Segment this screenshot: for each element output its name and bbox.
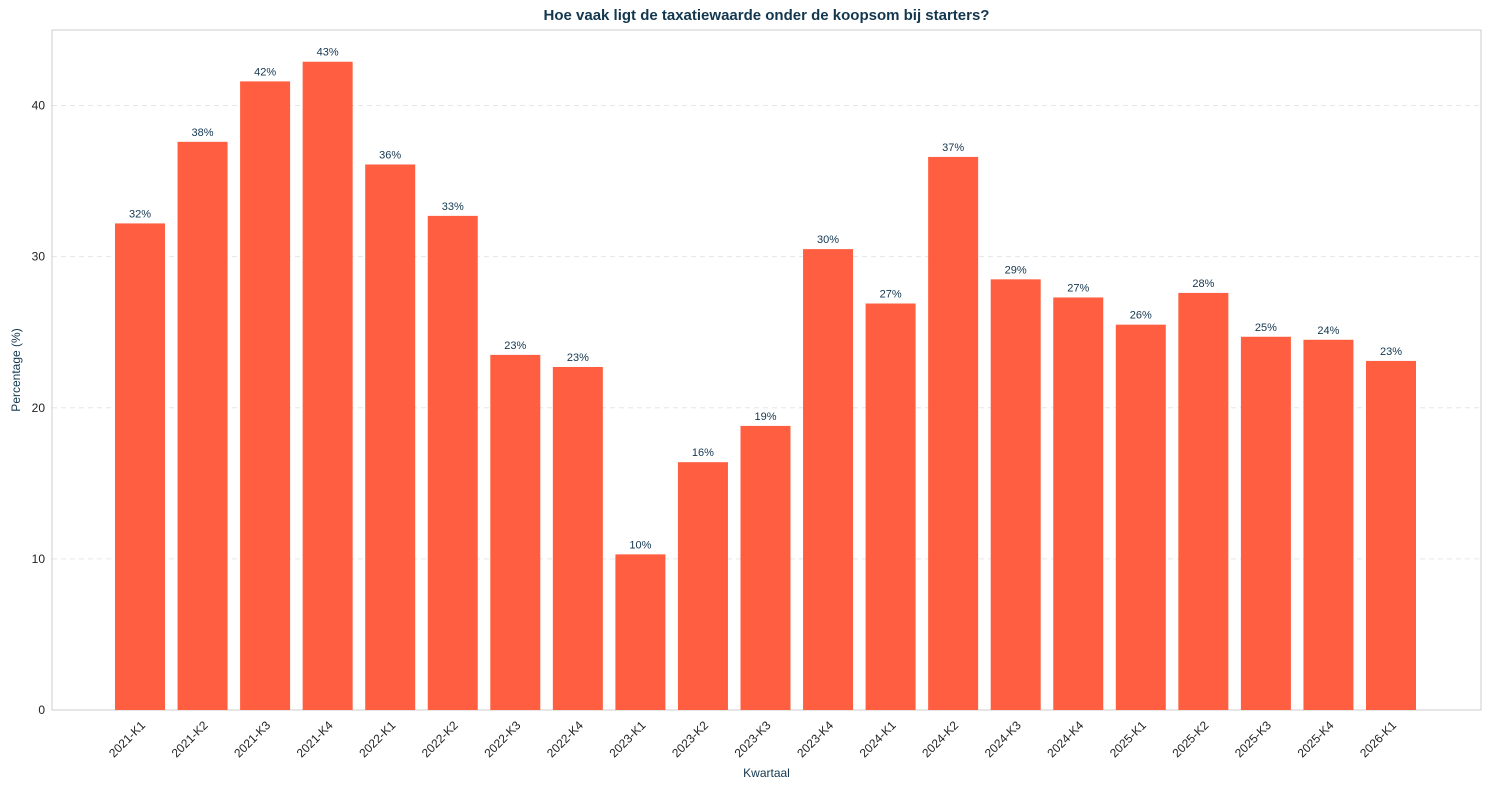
data-label: 38% [192,127,214,139]
x-tick-label: 2024-K3 [982,718,1024,760]
bar [803,249,854,710]
data-label: 32% [129,208,151,220]
bar [427,215,478,710]
bar [865,303,916,710]
data-label: 33% [442,201,464,213]
data-label: 36% [379,149,401,161]
bar [615,554,666,710]
bar [677,462,728,710]
bar [1366,360,1416,710]
data-label: 30% [817,234,839,246]
bar [115,223,165,710]
y-tick-label: 30 [32,250,46,264]
x-tick-label: 2022-K1 [356,718,398,760]
bar [1178,292,1229,710]
bar [928,156,979,710]
x-tick-label: 2022-K3 [481,718,523,760]
data-label: 23% [1380,346,1402,358]
bar [240,81,291,710]
bar [1115,324,1166,710]
x-tick-label: 2024-K4 [1044,718,1086,760]
x-tick-label: 2021-K1 [106,718,148,760]
bar [740,425,791,710]
bar [490,354,541,710]
x-tick-label: 2022-K4 [544,718,586,760]
data-label: 24% [1317,325,1339,337]
x-tick-label: 2024-K1 [857,718,899,760]
data-label: 27% [880,289,902,301]
bar [1240,336,1291,710]
y-tick-label: 20 [32,401,46,415]
x-tick-label: 2023-K1 [607,718,649,760]
data-label: 19% [754,411,776,423]
x-tick-label: 2025-K4 [1295,718,1337,760]
data-label: 25% [1255,322,1277,334]
x-tick-label: 2024-K2 [919,718,961,760]
bar [365,164,416,710]
bar [990,279,1041,710]
x-tick-label: 2021-K4 [294,718,336,760]
bar [1303,339,1354,710]
bar [302,61,353,710]
x-tick-label: 2025-K2 [1169,718,1211,760]
data-label: 26% [1130,310,1152,322]
x-tick-label: 2026-K1 [1357,718,1399,760]
x-tick-label: 2023-K4 [794,718,836,760]
x-tick-label: 2021-K2 [169,718,211,760]
y-tick-label: 40 [32,99,46,113]
data-label: 37% [942,142,964,154]
data-label: 10% [629,539,651,551]
data-label: 42% [254,66,276,78]
data-label: 27% [1067,282,1089,294]
data-label: 28% [1192,278,1214,290]
data-label: 16% [692,447,714,459]
data-label: 43% [317,47,339,59]
data-label: 23% [567,352,589,364]
x-axis-label: Kwartaal [743,766,790,780]
x-tick-label: 2023-K2 [669,718,711,760]
bar [1053,297,1104,710]
x-tick-label: 2022-K2 [419,718,461,760]
x-tick-label: 2021-K3 [231,718,273,760]
x-tick-label: 2023-K3 [732,718,774,760]
x-tick-label: 2025-K3 [1232,718,1274,760]
chart-title: Hoe vaak ligt de taxatiewaarde onder de … [543,7,990,24]
x-tick-label: 2025-K1 [1107,718,1149,760]
y-tick-label: 0 [38,703,45,717]
data-label: 23% [504,340,526,352]
bar [177,141,228,711]
data-label: 29% [1005,264,1027,276]
y-tick-label: 10 [32,552,46,566]
bar [552,366,603,710]
